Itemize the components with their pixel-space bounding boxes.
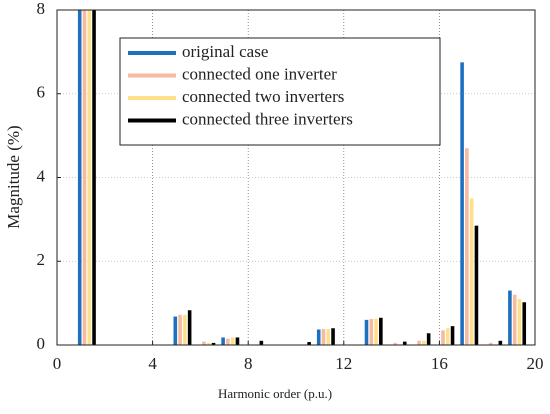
bar [450, 326, 455, 345]
bar [235, 337, 240, 345]
x-axis-label: Harmonic order (p.u.) [218, 386, 332, 401]
bar [316, 329, 321, 345]
bar [230, 337, 235, 345]
bar [522, 302, 527, 345]
bar [307, 342, 311, 345]
bar [92, 10, 96, 345]
bar [498, 340, 503, 345]
x-tick-label: 16 [431, 354, 448, 373]
bar [488, 342, 493, 345]
bar [178, 314, 182, 345]
bar [369, 319, 374, 345]
y-tick-label: 6 [37, 83, 46, 102]
x-tick-label: 4 [148, 354, 157, 373]
bar [211, 342, 216, 345]
bar [187, 310, 192, 345]
bar [517, 298, 522, 345]
bar [321, 329, 326, 345]
bar [402, 341, 407, 345]
bar [441, 330, 445, 345]
x-tick-label: 20 [527, 354, 544, 373]
bar [508, 290, 512, 345]
bar [183, 314, 187, 345]
bar [364, 319, 369, 345]
y-tick-label: 8 [37, 0, 46, 18]
x-tick-label: 12 [335, 354, 352, 373]
y-tick-label: 0 [37, 334, 46, 353]
bar [82, 10, 87, 345]
bar [379, 317, 383, 345]
legend-label: original case [182, 42, 268, 61]
x-tick-label: 0 [53, 354, 62, 373]
bar [374, 318, 378, 345]
bar [226, 338, 230, 345]
bar [417, 340, 421, 345]
y-tick-label: 2 [37, 250, 46, 269]
bar [422, 340, 426, 345]
bar [331, 328, 335, 345]
legend-label: connected two inverters [182, 87, 344, 106]
bar [469, 198, 474, 345]
x-tick-label: 8 [244, 354, 253, 373]
legend-box [119, 37, 441, 146]
legend-label: connected three inverters [182, 109, 353, 128]
plot-frame [56, 9, 536, 346]
bar [326, 329, 331, 345]
bar [445, 328, 450, 345]
y-tick-label: 4 [37, 166, 46, 185]
bar [259, 340, 264, 345]
bar [512, 294, 517, 345]
bar [173, 316, 178, 345]
bar [460, 62, 464, 345]
bar [77, 10, 82, 345]
bar [206, 342, 211, 345]
bar [426, 333, 431, 345]
bar [474, 225, 479, 345]
legend-label: connected one inverter [182, 64, 337, 83]
y-axis-label: Magnitude (%) [4, 125, 23, 228]
bar [87, 10, 92, 345]
bar [202, 341, 206, 345]
bar [465, 148, 469, 345]
bar [221, 337, 225, 345]
bar [393, 342, 397, 345]
